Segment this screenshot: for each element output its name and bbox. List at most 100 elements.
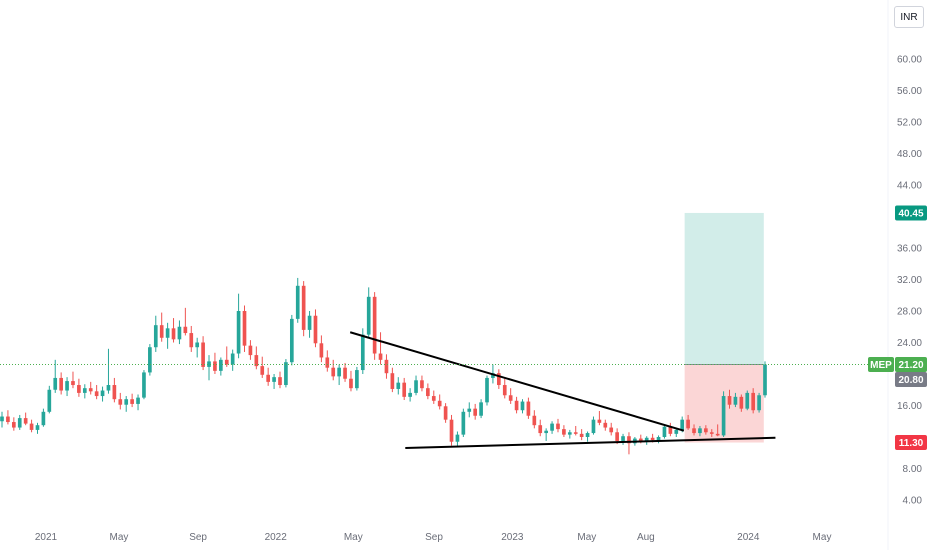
stop-price-badge-bg [895,435,927,451]
candle-body [473,408,478,416]
candle [627,432,631,455]
candle-body [420,380,424,389]
candle [467,402,472,418]
candle [455,431,460,447]
candle-body [656,437,661,441]
candle-body [384,359,389,374]
candle-body [615,432,619,441]
candle-body [159,325,164,338]
candle [148,344,152,376]
candle [53,359,58,393]
candle-body [532,415,537,426]
candle [763,361,767,398]
candle-body [59,377,63,391]
candle [709,429,714,437]
candle-body [402,382,407,397]
candle [473,403,478,420]
candle-body [278,377,282,386]
candle [35,422,40,434]
candle [550,421,554,434]
candle [183,307,188,336]
candle [562,425,566,437]
candle [378,332,383,365]
candle [715,424,720,437]
candle-body [301,285,306,330]
candle-body [727,396,732,405]
candle-body [6,416,10,423]
candle [609,422,614,436]
candle-body [502,385,507,396]
candle-body [0,416,4,422]
candle [502,378,507,399]
candle [337,364,341,386]
candle-body [213,361,217,371]
candle-body [508,395,513,401]
candle [219,357,223,376]
candle-body [378,353,383,360]
candle-body [124,399,129,405]
candle [224,346,229,367]
candle-body [396,382,401,389]
candle-body [201,342,205,367]
price-axis[interactable]: 60.00 56.00 52.00 48.00 44.00 36.00 32.00 28.00… [887,0,923,550]
currency-button[interactable]: INR [894,6,924,28]
price-tick-label: 44.00 [897,181,922,192]
candle [331,359,336,381]
candle-body [284,362,288,386]
candle-body [183,326,188,334]
lower-support-trendline[interactable] [405,436,776,450]
candle-body [236,311,241,354]
price-tick-label: 8.00 [903,464,923,475]
candle-body [644,437,649,441]
candle-body [254,355,259,367]
candle-body [313,315,318,344]
candle-body [130,399,134,404]
candle-body [479,402,483,416]
symbol-tag-label: MEP [870,360,892,371]
candle-body [17,418,22,428]
candle [597,411,602,426]
candle [213,352,217,374]
candle-body [431,396,436,401]
candle [366,287,371,338]
candle-body [757,395,761,411]
symbol-tag: MEP [868,357,894,373]
candle [278,371,282,389]
candle-body [704,428,708,433]
candle [153,315,158,352]
candle-body [627,436,631,444]
candle-body [650,437,655,441]
candle [420,375,424,392]
candle [698,425,702,437]
candle [236,293,241,359]
time-tick-label: 2023 [501,532,524,543]
candle [704,425,708,435]
candle-body [349,378,353,389]
candle-body [71,381,75,386]
candle-body [41,411,46,426]
time-tick-label: May [109,532,128,543]
candle [171,318,176,343]
time-axis[interactable]: 2021 May Sep 2022 May Sep 2023 May Aug 2024 May [35,532,832,543]
candle [585,431,590,442]
candle [106,348,111,394]
candle [301,281,306,337]
candle [479,399,483,419]
candle [656,435,661,444]
candle [396,377,401,395]
candle [17,414,22,430]
candle-body [82,388,87,393]
symbol-tag-bg [868,357,894,373]
candle [177,320,182,345]
profit-zone[interactable] [684,212,764,365]
candle [272,374,276,389]
candle [189,325,194,352]
candle-body [136,397,140,404]
upper-resistance-trendline[interactable] [349,331,685,432]
candle [668,422,673,437]
time-tick-label: Aug [637,532,655,543]
candle-body [148,347,152,373]
candle-body [289,318,294,363]
candle-body [295,285,300,319]
